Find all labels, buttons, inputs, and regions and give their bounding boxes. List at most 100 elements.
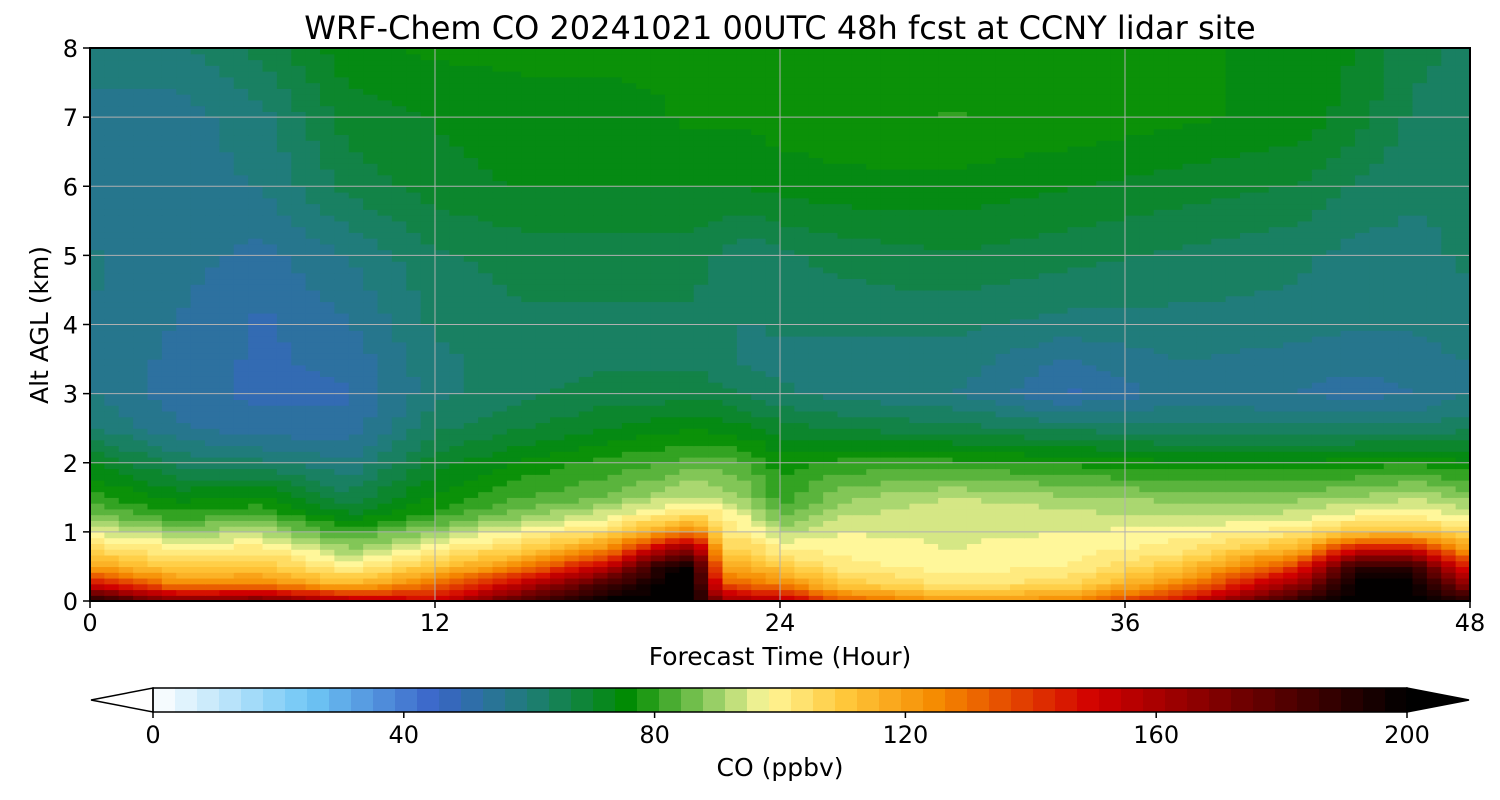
heatmap-cell	[938, 531, 954, 539]
heatmap-cell	[521, 520, 537, 527]
heatmap-cell	[90, 428, 105, 435]
heatmap-cell	[995, 410, 1011, 418]
heatmap-cell	[1283, 410, 1299, 418]
heatmap-cell	[1110, 531, 1126, 539]
heatmap-cell	[492, 318, 508, 326]
heatmap-cell	[679, 307, 695, 314]
heatmap-cell	[1211, 583, 1227, 591]
heatmap-cell	[1182, 387, 1198, 395]
heatmap-cell	[1283, 497, 1299, 504]
heatmap-cell	[736, 491, 752, 498]
heatmap-cell	[1240, 312, 1255, 320]
heatmap-cell	[449, 376, 465, 383]
heatmap-cell	[1225, 589, 1241, 596]
heatmap-cell	[492, 549, 508, 556]
heatmap-cell	[823, 445, 839, 452]
heatmap-cell	[578, 595, 594, 602]
heatmap-cell	[1355, 577, 1370, 585]
heatmap-cell	[377, 324, 393, 331]
heatmap-cell	[1455, 456, 1471, 464]
heatmap-cell	[607, 307, 623, 314]
heatmap-cell	[780, 526, 795, 533]
heatmap-cell	[823, 577, 839, 585]
heatmap-cell	[952, 318, 968, 326]
heatmap-cell	[564, 410, 580, 418]
heatmap-cell	[1196, 572, 1212, 579]
heatmap-cell	[147, 491, 163, 498]
heatmap-cell	[449, 577, 465, 585]
heatmap-cell	[636, 422, 652, 429]
heatmap-cell	[1283, 531, 1299, 539]
heatmap-cell	[1355, 480, 1370, 487]
heatmap-cell	[1383, 508, 1399, 516]
heatmap-cell	[1426, 456, 1442, 464]
heatmap-cell	[1355, 583, 1370, 591]
heatmap-cell	[1412, 347, 1428, 354]
heatmap-cell	[305, 531, 321, 539]
heatmap-cell	[435, 474, 450, 481]
heatmap-cell	[1024, 589, 1040, 596]
heatmap-cell	[190, 399, 206, 406]
heatmap-cell	[1426, 514, 1442, 521]
heatmap-cell	[1010, 520, 1025, 527]
heatmap-cell	[966, 549, 982, 556]
heatmap-cell	[406, 572, 422, 579]
heatmap-cell	[521, 456, 537, 464]
heatmap-cell	[621, 589, 637, 596]
heatmap-cell	[578, 428, 594, 435]
heatmap-cell	[1139, 382, 1155, 389]
heatmap-cell	[938, 399, 954, 406]
heatmap-cell	[564, 537, 580, 544]
heatmap-cell	[1311, 347, 1327, 354]
heatmap-cell	[621, 387, 637, 395]
heatmap-cell	[506, 560, 522, 568]
heatmap-cell	[1254, 439, 1270, 447]
heatmap-cell	[133, 330, 149, 337]
heatmap-cell	[837, 359, 853, 366]
heatmap-cell	[1441, 566, 1457, 573]
heatmap-cell	[190, 364, 206, 372]
heatmap-cell	[765, 595, 781, 602]
heatmap-cell	[176, 474, 192, 481]
heatmap-cell	[593, 589, 609, 596]
heatmap-cell	[1182, 572, 1198, 579]
heatmap-cell	[478, 341, 494, 349]
heatmap-cell	[1038, 451, 1054, 458]
heatmap-cell	[1211, 382, 1227, 389]
heatmap-cell	[880, 572, 896, 579]
heatmap-cell	[1283, 341, 1299, 349]
heatmap-cell	[1283, 595, 1299, 602]
heatmap-cell	[463, 531, 479, 539]
heatmap-cell	[938, 387, 954, 395]
heatmap-cell	[1053, 520, 1069, 527]
heatmap-cell	[133, 312, 149, 320]
heatmap-cell	[837, 537, 853, 544]
heatmap-cell	[751, 428, 767, 435]
heatmap-cell	[866, 531, 882, 539]
heatmap-cell	[463, 456, 479, 464]
heatmap-cell	[276, 353, 292, 360]
heatmap-cell	[1297, 491, 1313, 498]
heatmap-cell	[995, 480, 1011, 487]
heatmap-cell	[823, 393, 839, 400]
heatmap-cell	[995, 416, 1011, 424]
heatmap-cell	[420, 566, 436, 573]
heatmap-cell	[938, 589, 954, 596]
heatmap-cell	[1196, 405, 1212, 412]
heatmap-cell	[506, 480, 522, 487]
heatmap-cell	[248, 485, 264, 493]
heatmap-cell	[1412, 439, 1428, 447]
heatmap-cell	[981, 433, 997, 441]
heatmap-cell	[923, 572, 939, 579]
heatmap-cell	[190, 474, 206, 481]
heatmap-cell	[995, 364, 1011, 372]
heatmap-cell	[1297, 376, 1313, 383]
heatmap-cell	[722, 583, 738, 591]
heatmap-cell	[837, 485, 853, 493]
heatmap-cell	[837, 520, 853, 527]
heatmap-cell	[248, 301, 264, 308]
heatmap-cell	[1225, 583, 1241, 591]
heatmap-cell	[1096, 387, 1112, 395]
heatmap-cell	[981, 301, 997, 308]
heatmap-cell	[1038, 410, 1054, 418]
